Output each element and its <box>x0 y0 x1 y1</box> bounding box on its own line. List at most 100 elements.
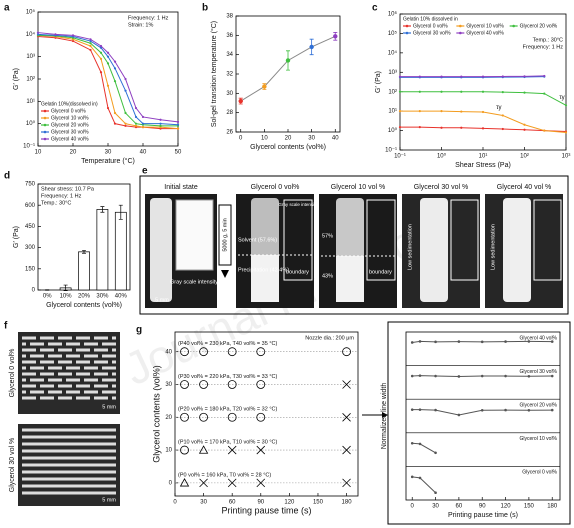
y-tick-label: 450 <box>25 224 36 230</box>
marker-circle <box>227 347 237 357</box>
marker-circle <box>256 347 266 357</box>
legend-marker <box>43 116 47 120</box>
legend-marker <box>43 109 47 113</box>
legend-label: Glycerol 40 vol% <box>466 30 504 36</box>
data-point <box>501 91 504 94</box>
data-point <box>99 51 103 54</box>
data-point <box>398 75 402 78</box>
data-point <box>457 413 461 417</box>
data-point <box>418 340 422 343</box>
legend-marker <box>512 24 515 28</box>
y-tick-label: 10⁴ <box>26 31 36 38</box>
data-point <box>481 90 485 93</box>
data-point <box>54 33 57 36</box>
annotation: Nozzle dia.: 200 μm <box>305 335 354 341</box>
legend-label: Glycerol 40 vol% <box>51 136 89 142</box>
scale-bar-label: 5 mm <box>102 497 116 503</box>
bar <box>114 211 127 291</box>
y-tick-label: 10¹ <box>26 99 35 105</box>
data-point <box>141 126 145 129</box>
row-label: (P30 vol% = 220 kPa, T30 vol% = 33 °C) <box>178 374 277 380</box>
x-axis-label: Printing pause time (s) <box>221 505 311 515</box>
x-tick-label: 30 <box>432 504 439 510</box>
photo-caption: Glycerol 30 vol % <box>9 438 16 492</box>
sample-1: Glycerol 10 vol % 57% 43% boundary <box>319 184 397 308</box>
data-line <box>37 32 179 123</box>
note: boundary <box>286 269 309 275</box>
marker-circle <box>199 347 208 357</box>
y-tick-label: 10⁴ <box>388 49 398 56</box>
data-point <box>434 491 437 495</box>
caption: Gray scale intensity <box>278 202 318 207</box>
data-point <box>106 84 110 87</box>
marker-cross <box>342 478 351 488</box>
data-point <box>113 67 117 70</box>
legend-title: Gelatin 10% dissolved in <box>403 16 458 22</box>
y-tick-label: 20 <box>165 415 172 421</box>
arrow-head <box>382 412 388 418</box>
data-point <box>99 71 103 74</box>
data-point <box>543 92 546 95</box>
y-tick-label: 600 <box>25 203 36 209</box>
y-tick-label: 40 <box>165 349 172 355</box>
data-point <box>124 89 127 92</box>
marker-circle <box>180 347 189 357</box>
data-point <box>481 75 485 78</box>
plot-frame <box>405 331 561 501</box>
data-point <box>89 44 92 48</box>
panel-label: f <box>4 321 8 332</box>
data-point <box>418 75 421 78</box>
legend-label: Glycerol 0 vol% <box>51 108 86 114</box>
y-tick-label: 150 <box>25 266 36 272</box>
y-tick-label: 0 <box>169 480 173 486</box>
data-point <box>398 110 402 113</box>
y-tick-label: 30 <box>226 91 233 97</box>
x-tick-label: 10³ <box>562 154 571 160</box>
x-axis-label: Printing pause time (s) <box>448 512 518 519</box>
x-tick-label: 0% <box>43 294 52 300</box>
data-line <box>400 91 567 106</box>
intensity-plot <box>450 199 479 281</box>
data-point <box>410 441 414 445</box>
x-tick-label: 10⁻¹ <box>394 154 406 160</box>
series-label: Glycerol 40 vol% <box>519 335 557 341</box>
legend-label: Glycerol 20 vol% <box>51 122 89 128</box>
marker-circle <box>227 412 237 422</box>
data-point <box>481 110 485 114</box>
data-point <box>480 340 484 344</box>
sample-2: Glycerol 30 vol % Low sedimentation <box>402 184 480 308</box>
plot-frame <box>174 331 359 497</box>
data-point <box>504 408 507 412</box>
marker-circle <box>256 380 266 389</box>
data-point <box>501 75 504 78</box>
intensity-plot <box>533 199 562 281</box>
marker-cross <box>256 478 266 488</box>
data-point <box>550 408 554 412</box>
x-tick-label: 30 <box>105 150 112 156</box>
x-tick-label: 120 <box>284 500 295 506</box>
y-tick-label: 38 <box>226 14 233 20</box>
data-point <box>523 123 526 126</box>
data-point <box>333 34 338 39</box>
note: Low sedimentation <box>407 224 413 270</box>
data-point <box>106 55 110 58</box>
y-axis-label: G′ (Pa) <box>13 68 20 90</box>
data-point <box>159 118 162 121</box>
y-tick-label: 10⁵ <box>26 9 36 16</box>
legend-title: Gelatin 10%(dissolved in) <box>41 101 98 107</box>
x-tick-label: 30 <box>308 136 315 142</box>
data-point <box>176 120 180 123</box>
x-tick-label: 50 <box>175 150 182 156</box>
y-axis-label: G′ (Pa) <box>375 71 382 93</box>
note: 43% <box>322 273 333 279</box>
x-tick-label: 40 <box>140 150 147 156</box>
legend-marker <box>43 123 47 127</box>
data-point <box>501 114 504 117</box>
marker-circle <box>199 412 208 422</box>
series-label: Glycerol 20 vol% <box>519 403 557 409</box>
marker-circle <box>180 380 189 389</box>
data-point <box>106 62 110 65</box>
data-point <box>481 127 485 130</box>
data-line <box>37 34 179 130</box>
